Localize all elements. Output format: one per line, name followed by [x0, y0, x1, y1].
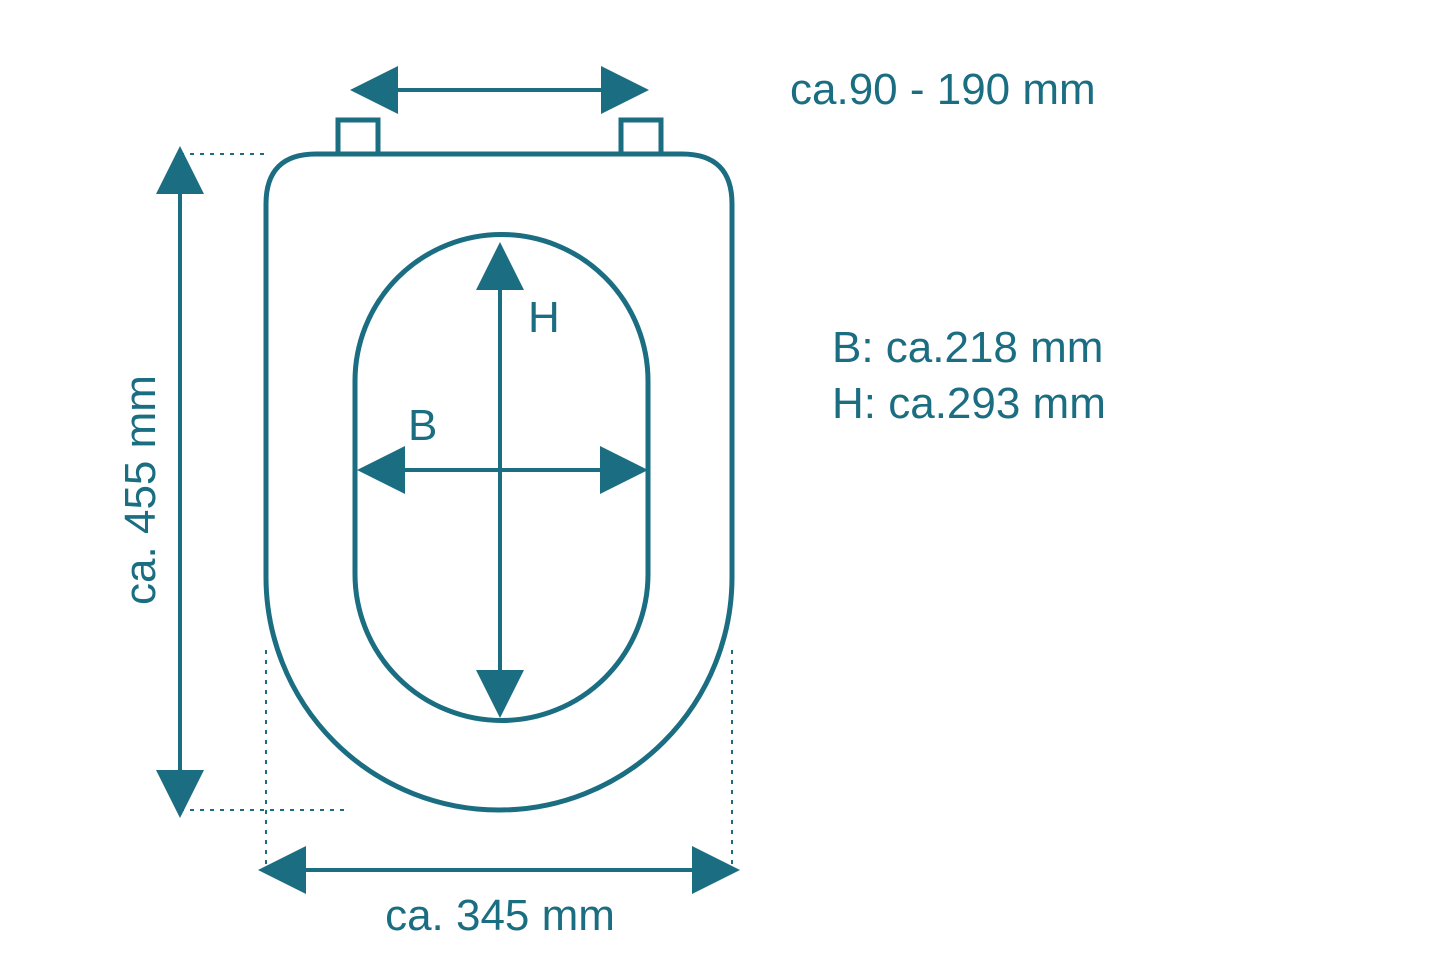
toilet-seat-dimension-diagram: ca.90 - 190 mm ca. 455 mm ca. 345 mm H B…: [0, 0, 1445, 963]
hinge-span-label: ca.90 - 190 mm: [790, 65, 1096, 114]
drawing-group: [180, 90, 732, 870]
hinge-tab: [338, 120, 378, 154]
height-label: ca. 455 mm: [116, 375, 165, 605]
H-value-label: H: ca.293 mm: [832, 379, 1106, 428]
inner-B-letter: B: [408, 401, 437, 450]
width-label: ca. 345 mm: [385, 891, 615, 940]
B-value-label: B: ca.218 mm: [832, 323, 1103, 372]
hinge-tab: [621, 120, 661, 154]
inner-H-letter: H: [528, 293, 560, 342]
